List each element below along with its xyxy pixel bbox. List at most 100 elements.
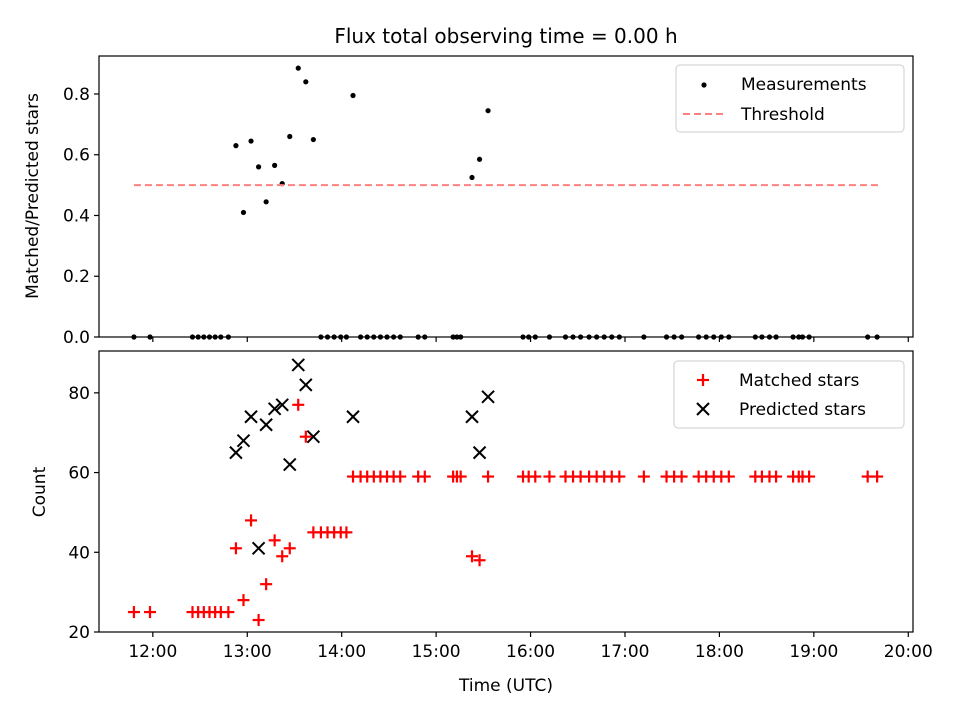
top-legend-box [675,64,905,133]
bottom-x-ticks: 12:00 13:00 14:00 15:00 16:00 17:00 18:00 19:00… [128,632,933,662]
matched-star-point [292,398,305,411]
x-tick-label: 18:00 [695,642,744,662]
matched-star-point [770,470,783,483]
y-tick-label: 0.4 [63,206,90,226]
matched-star-point [276,550,289,563]
matched-star-point [613,470,626,483]
x-tick-label: 17:00 [600,642,649,662]
legend-matched-marker [697,374,709,386]
x-tick-label: 13:00 [223,642,272,662]
matched-star-point [268,534,281,547]
bottom-y-ticks: 20 40 60 80 [68,384,99,643]
bottom-plot-area [127,358,884,627]
top-legend: Measurements Threshold [675,64,905,133]
matched-star-point [229,542,242,555]
y-tick-label: 0.0 [63,328,90,348]
matched-star-point [871,470,884,483]
measurement-point [295,65,301,71]
matched-star-point [222,606,235,619]
matched-star-point [237,594,250,607]
predicted-star-point [259,418,273,432]
predicted-star-point [267,402,282,416]
x-tick-label: 15:00 [412,642,461,662]
legend-predicted-label: Predicted stars [739,400,866,420]
measurement-point [485,108,491,114]
matched-star-point [340,526,353,539]
top-axes-frame [98,55,914,338]
matched-star-point [299,430,312,443]
top-y-axis-label: Matched/Predicted stars [23,93,43,299]
matched-star-point [394,470,407,483]
matched-star-point [245,514,258,527]
y-tick-label: 40 [68,543,90,563]
predicted-star-point [251,541,266,556]
matched-star-point [252,614,265,627]
bottom-y-axis-label: Count [30,466,50,517]
legend-matched-label: Matched stars [739,371,859,391]
matched-star-point [283,542,296,555]
measurement-point [469,174,475,181]
measurement-point [272,162,278,168]
matched-star-point [454,470,467,483]
top-y-ticks: 0.0 0.2 0.4 0.6 0.8 [63,85,99,348]
matched-star-point [418,470,431,483]
x-tick-label: 20:00 [884,642,933,662]
predicted-star-point [291,358,305,372]
top-panel: 0.00.20.40.60.8 Matched/Predicted stars … [23,55,914,348]
predicted-star-point [299,378,313,392]
measurement-point [240,209,247,216]
legend-measurements-label: Measurements [741,75,867,95]
matched-star-point [543,470,556,483]
y-tick-label: 0.2 [63,267,90,287]
top-x-ticks [152,337,909,342]
bottom-legend: Matched stars Predicted stars [673,360,905,429]
measurement-point [248,138,254,144]
predicted-star-point [283,457,297,472]
y-tick-label: 80 [68,384,90,404]
matched-star-point [482,470,495,483]
bottom-legend-box [673,360,905,429]
measurement-point [303,79,309,85]
y-tick-label: 0.8 [63,85,90,105]
predicted-star-point [236,433,251,448]
matched-star-point [127,606,140,619]
measurement-point [287,133,293,140]
y-tick-label: 0.6 [63,146,90,166]
matched-star-point [466,550,479,563]
matched-star-point [803,470,816,483]
predicted-star-point [472,445,487,460]
predicted-star-point [229,445,243,460]
measurement-point [263,199,269,205]
predicted-star-point [306,429,321,444]
matched-star-point [473,554,486,567]
measurement-point [255,164,262,170]
matched-star-point [722,470,735,483]
matched-star-point [529,470,542,483]
bottom-axes-frame [98,350,914,633]
measurement-point [233,143,239,149]
legend-predicted-marker [696,402,710,416]
y-tick-label: 20 [68,623,90,643]
predicted-star-point [465,410,479,424]
measurement-point [350,92,356,99]
matched-star-point [260,578,273,591]
measurement-point [476,156,483,162]
predicted-star-point [481,390,495,404]
x-tick-label: 14:00 [317,642,366,662]
chart-title: Flux total observing time = 0.00 h [334,24,677,48]
x-tick-label: 16:00 [506,642,555,662]
legend-threshold-label: Threshold [740,105,825,125]
legend-measurements-marker [701,82,707,88]
matched-star-point [675,470,688,483]
matched-star-point [637,470,650,483]
predicted-star-point [346,410,360,424]
y-tick-label: 60 [68,464,90,484]
matched-star-point [143,606,156,619]
x-axis-label: Time (UTC) [458,676,553,696]
measurement-point [310,136,316,143]
predicted-star-point [244,410,258,424]
x-tick-label: 19:00 [789,642,838,662]
predicted-star-point [275,398,289,412]
